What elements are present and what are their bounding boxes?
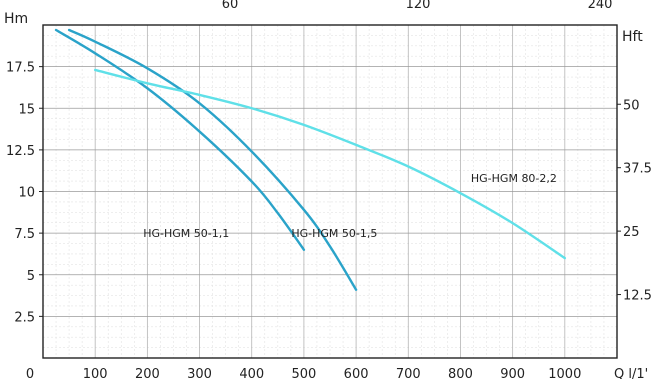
series-line (54, 28, 306, 251)
y-right-tick-label: 37.5 (623, 162, 652, 177)
series-line (67, 28, 358, 291)
grid (43, 25, 617, 358)
y-axis-label: Hm (4, 11, 28, 27)
y-right-tick-label: 50 (623, 98, 640, 113)
series-lines (54, 28, 567, 291)
y-tick-label: 17.5 (6, 61, 35, 76)
y-right-tick-label: 12.5 (623, 289, 652, 304)
x-tick-label: 300 (187, 367, 212, 379)
x-tick-label: 900 (500, 367, 525, 379)
y-tick-label: 2.5 (14, 310, 35, 325)
x-tick-label: 200 (135, 367, 160, 379)
series-line (93, 68, 567, 260)
y-right-axis-label: Hft (622, 29, 643, 45)
y-right-tick-label: 25 (623, 225, 640, 240)
labels: HG-HGM 50-1,1 HG-HGM 50-1,5 HG-HGM 80-2,2 (143, 172, 557, 240)
x-tick-label: 1000 (548, 367, 581, 379)
series-label: HG-HGM 80-2,2 (471, 172, 557, 185)
y-tick-label: 12.5 (6, 144, 35, 159)
x-tick-label: 100 (83, 367, 108, 379)
x-tick-label: 500 (291, 367, 316, 379)
x-tick-label: 600 (344, 367, 369, 379)
y-tick-label: 15 (18, 102, 35, 117)
top-tick-label: 240 (588, 0, 613, 12)
top-tick-label: 60 (222, 0, 239, 12)
x-tick-label: 800 (448, 367, 473, 379)
y-tick-label: 10 (18, 186, 35, 201)
series-label: HG-HGM 50-1,1 (143, 227, 229, 240)
x-tick-label: 0 (26, 367, 34, 379)
x-axis-label: Q l/1' (614, 367, 648, 379)
top-tick-label: 120 (406, 0, 431, 12)
y-tick-label: 7.5 (14, 227, 35, 242)
x-tick-label: 700 (396, 367, 421, 379)
x-tick-label: 400 (239, 367, 264, 379)
series-label: HG-HGM 50-1,5 (291, 227, 377, 240)
y-tick-label: 5 (27, 269, 35, 284)
